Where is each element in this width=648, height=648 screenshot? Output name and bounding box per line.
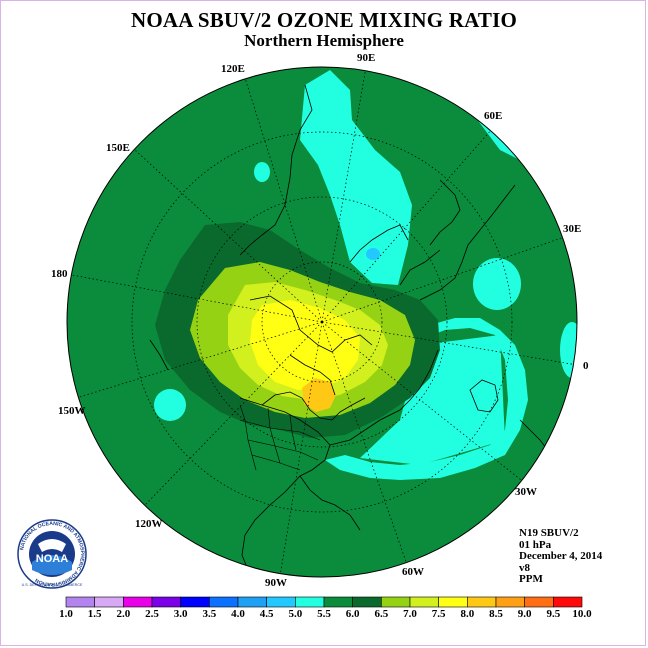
meridian-label-120e: 120E xyxy=(221,63,245,75)
field-cyan-blob-30e xyxy=(473,258,521,310)
colorbar-tick-label: 1.0 xyxy=(59,608,73,620)
ozone-field xyxy=(67,67,577,577)
field-cyan-tongue xyxy=(300,70,412,285)
graticule xyxy=(69,67,577,577)
colorbar-tick-label: 4.5 xyxy=(259,608,274,620)
meridian-label-90e: 90E xyxy=(357,52,376,64)
colorbar-tick-label: 2.5 xyxy=(145,608,159,620)
noaa-logo: NATIONAL OCEANIC AND ATMOSPHERIC ADMINIS… xyxy=(17,519,87,589)
field-cyan-blob-0 xyxy=(560,322,577,378)
field-7-5-contour xyxy=(250,300,360,390)
map-title: NOAA SBUV/2 OZONE MIXING RATIO xyxy=(131,8,517,32)
colorbar-tick-label: 3.0 xyxy=(173,608,188,620)
colorbar-tick-label: 10.0 xyxy=(572,608,592,620)
date-label: December 4, 2014 xyxy=(519,550,603,562)
meridian-label-60e: 60E xyxy=(484,110,503,122)
colorbar-tick-label: 1.5 xyxy=(87,608,102,620)
borders xyxy=(239,404,321,471)
field-cyan-blob-150w xyxy=(154,389,186,421)
colorbar-tick-label: 2.0 xyxy=(116,608,131,620)
field-cyan-east xyxy=(325,318,528,480)
map-border xyxy=(66,66,578,578)
map-subtitle: Northern Hemisphere xyxy=(244,31,404,50)
info-block: N19 SBUV/2 01 hPa December 4, 2014 v8 PP… xyxy=(519,527,603,586)
meridian-label-120w: 120W xyxy=(135,518,163,530)
colorbar-tick-label: 7.0 xyxy=(403,608,417,620)
coastlines xyxy=(149,84,556,576)
colorbar-tick-label: 6.0 xyxy=(345,608,360,620)
meridian-label-60w: 60W xyxy=(402,566,424,578)
colorbar-tick-label: 9.0 xyxy=(517,608,532,620)
meridian-label-30e: 30E xyxy=(563,223,582,235)
meridian-label-90w: 90W xyxy=(265,577,287,589)
field-cyan-east-fill xyxy=(360,335,505,465)
meridian-label-180: 180 xyxy=(51,268,68,280)
colorbar-tick-label: 4.0 xyxy=(231,608,245,620)
colorbar-tick-label: 8.5 xyxy=(489,608,503,620)
field-8-0-contour xyxy=(302,378,336,412)
pressure-level: 01 hPa xyxy=(519,538,552,551)
logo-ring-bottom: U.S. DEPARTMENT OF COMMERCE xyxy=(22,583,83,587)
colorbar-tick-label: 6.5 xyxy=(374,608,389,620)
field-cyan-blob-150e xyxy=(254,162,270,182)
colorbar-tick-label: 9.5 xyxy=(546,608,561,620)
colorbar-tick-label: 7.5 xyxy=(431,608,446,620)
meridian-label-150w: 150W xyxy=(58,405,86,417)
version-label: v8 xyxy=(519,561,530,574)
colorbar-tick-label: 5.0 xyxy=(288,608,303,620)
field-blue-spot xyxy=(366,248,380,260)
colorbar-tick-label: 8.0 xyxy=(460,608,475,620)
satellite-label: N19 SBUV/2 xyxy=(519,527,579,539)
colorbar-tick-label: 3.5 xyxy=(202,608,217,620)
meridian-label-0: 0 xyxy=(583,360,589,372)
meridian-label-30w: 30W xyxy=(515,486,537,498)
logo-text: NOAA xyxy=(36,553,68,565)
units-label: PPM xyxy=(519,573,543,585)
colorbar-tick-label: 5.5 xyxy=(317,608,331,620)
meridian-label-150e: 150E xyxy=(106,142,130,154)
